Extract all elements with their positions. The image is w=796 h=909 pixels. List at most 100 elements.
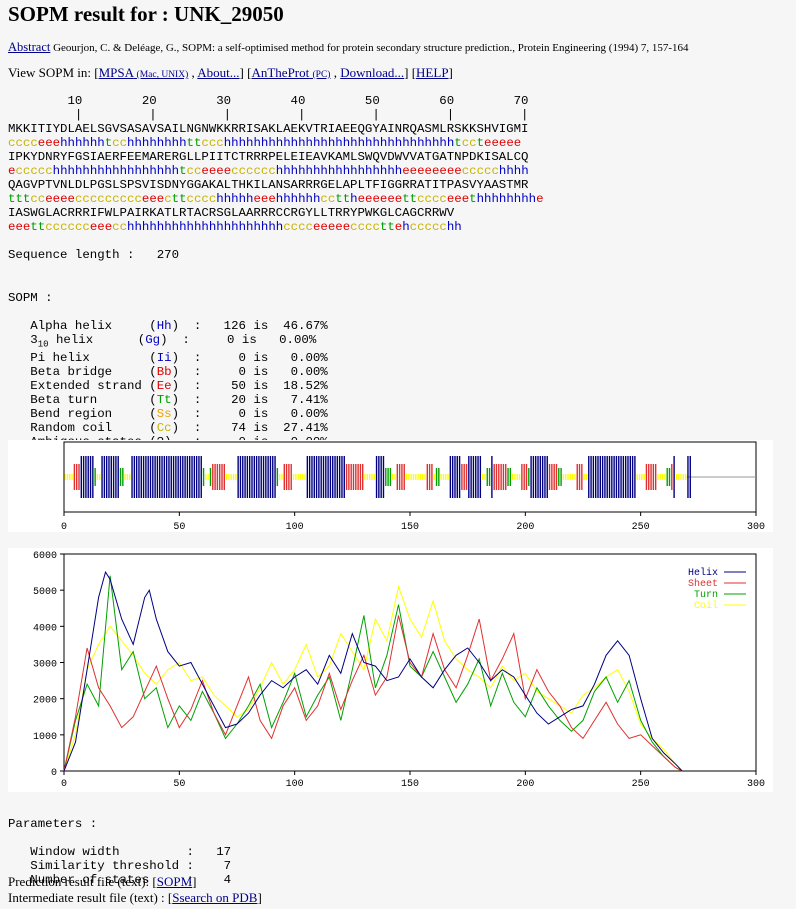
sopm-row: Pi helix (Ii) : 0 is 0.00%	[8, 351, 328, 366]
sequence-row: QAGVPTVNLDLPGSLSPSVISDNYGGAKALTHKILANSAR…	[8, 178, 529, 192]
series-line-helix	[63, 570, 683, 772]
sopm-row: Beta bridge (Bb) : 0 is 0.00%	[8, 365, 328, 380]
x-tick-label: 250	[632, 779, 650, 790]
ruler-numbers: 10 20 30 40 50 60 70	[8, 94, 529, 108]
view-prefix: View SOPM in: [	[8, 65, 99, 80]
state-code: (Ss)	[149, 407, 194, 422]
sequence-row: IASWGLACRRRIFWLPAIRKATLRTACRSGLAARRRCCRG…	[8, 206, 455, 220]
prediction-colored: eeettcccccceeecchhhhhhhhhhhhhhhhhhhhhccc…	[8, 220, 462, 234]
prediction-file-label: Prediction result file (text): [	[8, 874, 157, 889]
prediction-row: tttcceeeeccccccccceeecttcccchhhhheeehhhh…	[8, 192, 544, 206]
result-files: Prediction result file (text): [SOPM] In…	[8, 874, 262, 906]
sequence-length-value: 270	[156, 248, 180, 262]
ssearch-pdb-link[interactable]: Ssearch on PDB	[172, 890, 258, 905]
series-line-coil	[63, 584, 683, 772]
structure-x-tick-label: 50	[173, 522, 185, 532]
x-tick-label: 300	[747, 779, 765, 790]
structure-map: 0 50 100 150 200 250 300	[61, 441, 765, 533]
y-tick-label: 0	[51, 768, 57, 779]
help-link[interactable]: HELP	[416, 65, 449, 80]
prediction-colored: eccccchhhhhhhhhhhhhhhhhtcceeeecccccchhhh…	[8, 164, 529, 178]
prediction-row: eccccchhhhhhhhhhhhhhhhhtcceeeecccccchhhh…	[8, 164, 543, 178]
legend-label-turn: Turn	[694, 590, 718, 601]
sopm-row: Bend region (Ss) : 0 is 0.00%	[8, 407, 328, 422]
x-tick-label: 100	[286, 779, 304, 790]
parameter-row: Similarity threshold : 7	[8, 859, 232, 873]
sopm-row: 310 helix (Gg) : 0 is 0.00%	[8, 333, 328, 351]
sequence-row: MKKITIYDLAELSGVSASAVSAILNGNWKKRRISAKLAEK…	[8, 122, 529, 136]
state-name: 310 helix	[8, 333, 138, 350]
view-links-line: View SOPM in: [MPSA (Mac, UNIX) , About.…	[8, 65, 453, 80]
state-name: Pi helix	[8, 351, 150, 366]
y-tick-label: 2000	[33, 696, 57, 707]
structure-map-panel: 0 50 100 150 200 250 300	[8, 440, 773, 533]
score-plot-panel: 0 1000 2000 3000 4000 5000 6000 0 50 100 150 200 250…	[8, 548, 773, 792]
page-title: SOPM result for : UNK_29050	[8, 2, 284, 26]
state-values: : 0 is 0.00%	[193, 365, 328, 380]
legend-label-coil: Coil	[694, 600, 718, 612]
structure-x-tick-label: 0	[61, 522, 67, 532]
parameters-rows: Window width : 17 Similarity threshold :…	[8, 845, 231, 887]
x-tick-label: 50	[173, 779, 185, 790]
citation-text: Geourjon, C. & Deléage, G., SOPM: a self…	[50, 42, 689, 54]
sopm-row: Alpha helix (Hh) : 126 is 46.67%	[8, 319, 328, 333]
x-tick-label: 0	[61, 779, 67, 790]
state-values: : 0 is 0.00%	[193, 351, 328, 366]
download-link[interactable]: Download...	[340, 65, 405, 80]
state-code: (Bb)	[149, 365, 194, 380]
state-values: : 126 is 46.67%	[193, 319, 328, 333]
prediction-colored: tttcceeeeccccccccceeecttcccchhhhheeehhhh…	[8, 192, 544, 206]
state-code: (Ee)	[149, 379, 194, 394]
citation-line: Abstract Geourjon, C. & Deléage, G., SOP…	[8, 40, 689, 55]
mpsa-label: MPSA	[98, 65, 134, 80]
mpsa-link[interactable]: MPSA (Mac, UNIX)	[99, 65, 189, 80]
sopm-row: Extended strand (Ee) : 50 is 18.52%	[8, 379, 327, 394]
sopm-header: SOPM :	[8, 291, 53, 305]
x-tick-label: 200	[516, 779, 534, 790]
intermediate-file-line: Intermediate result file (text) : [Ssear…	[8, 890, 262, 905]
structure-x-tick-label: 150	[401, 522, 419, 532]
structure-x-tick-label: 100	[286, 522, 304, 532]
state-name: Alpha helix	[8, 319, 150, 333]
state-code: (Gg)	[137, 333, 183, 347]
structure-x-tick-label: 200	[516, 522, 534, 532]
ruler-ticks: | | | | | | |	[8, 108, 529, 122]
sequence-length-label: Sequence length :	[8, 248, 135, 262]
state-code: (Cc)	[149, 421, 194, 436]
y-tick-label: 6000	[33, 551, 57, 562]
about-link[interactable]: About...	[197, 65, 240, 80]
y-tick-label: 1000	[33, 732, 57, 743]
antheprot-platform: (PC)	[312, 70, 331, 80]
structure-x-tick-label: 250	[632, 522, 650, 532]
legend-label-helix: Helix	[688, 567, 718, 579]
mpsa-platform: (Mac, UNIX)	[136, 70, 189, 80]
prediction-row: cccceeehhhhhhtcchhhhhhhhttccchhhhhhhhhhh…	[8, 136, 543, 150]
state-name: Extended strand	[8, 379, 150, 394]
series-line-sheet	[63, 615, 683, 772]
state-name: Bend region	[8, 407, 150, 422]
antheprot-label: AnTheProt	[251, 65, 310, 80]
sequence-alignment: MKKITIYDLAELSGVSASAVSAILNGNWKKRRISAKLAEK…	[8, 122, 544, 234]
legend-label-sheet: Sheet	[688, 578, 718, 590]
state-code: (Ii)	[149, 351, 194, 366]
parameters-block: Parameters : Window width : 17 Similarit…	[8, 803, 231, 901]
state-values: : 0 is 0.00%	[193, 407, 328, 422]
structure-x-tick-label: 300	[747, 522, 765, 532]
sequence-row: IPKYDNRYFGSIAERFEEMARERGLLPIITCTRRRPELEI…	[8, 150, 529, 164]
state-values: : 20 is 7.41%	[193, 393, 328, 408]
sequence-length: Sequence length : 270	[8, 248, 179, 262]
y-tick-label: 3000	[33, 660, 57, 671]
state-name: Random coil	[8, 421, 150, 436]
prediction-colored: cccceeehhhhhhtcchhhhhhhhttccchhhhhhhhhhh…	[8, 136, 522, 150]
sopm-file-link[interactable]: SOPM	[156, 874, 193, 889]
score-plot: 0 1000 2000 3000 4000 5000 6000 0 50 100 150 200 250…	[33, 551, 765, 790]
structure-map-frame	[63, 441, 757, 513]
abstract-link[interactable]: Abstract	[8, 40, 51, 54]
intermediate-file-label: Intermediate result file (text) : [	[8, 890, 173, 905]
sopm-row: Random coil (Cc) : 74 is 27.41%	[8, 421, 327, 436]
parameters-header: Parameters :	[8, 817, 98, 831]
sequence-ruler: 10 20 30 40 50 60 70 | | | | | | |	[8, 94, 529, 122]
x-tick-label: 150	[401, 779, 419, 790]
state-name: Beta bridge	[8, 365, 150, 380]
antheprot-link[interactable]: AnTheProt (PC)	[251, 65, 330, 80]
